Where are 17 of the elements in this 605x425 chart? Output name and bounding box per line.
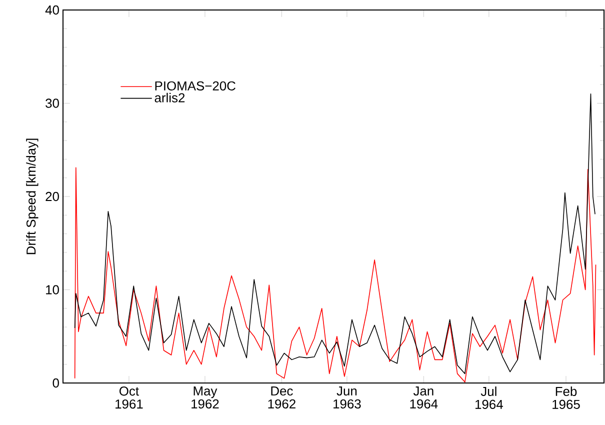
line-series [74,94,596,374]
legend-label: PIOMAS−20C [155,81,236,90]
x-tick-label: Dec 1962 [268,386,296,409]
line-series [74,167,596,382]
y-tick-label: 10 [46,285,59,294]
x-tick-label: Jun 1963 [334,386,361,409]
legend-label: arlis2 [154,92,185,102]
x-tick-label: Oct 1961 [116,386,143,409]
y-tick-label: 30 [46,98,59,108]
x-tick-label: Jan 1964 [410,386,438,409]
y-axis-title: Drift Speed [km/day] [26,138,38,254]
x-tick-label: May 1962 [192,386,219,409]
y-tick-label: 20 [46,192,59,202]
y-tick-label: 40 [45,5,59,15]
x-tick-label: Jul 1964 [476,386,503,409]
x-tick-label: Feb 1965 [552,386,580,409]
y-tick-label: 0 [52,378,59,388]
